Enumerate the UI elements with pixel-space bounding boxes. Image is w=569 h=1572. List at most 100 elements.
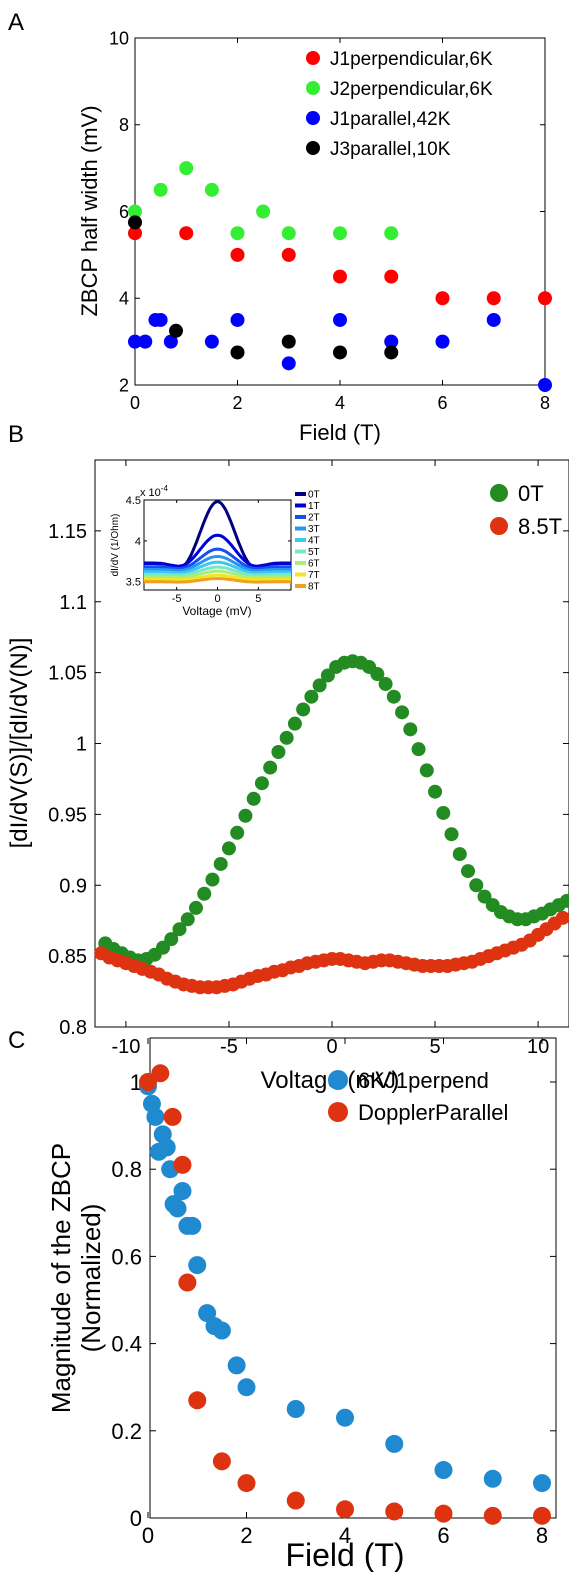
panel-b-point-0t	[420, 763, 434, 777]
panel-a-point-j3parallel-10k	[231, 345, 245, 359]
panel-a-point-j2perpendicular-6k	[333, 226, 347, 240]
panel-c-point-dopplerparallel	[287, 1492, 305, 1510]
panel-c-point-dopplerparallel	[484, 1507, 502, 1525]
panel-b-point-0t	[387, 690, 401, 704]
panel-b-point-0t	[255, 776, 269, 790]
panel-c-legend-label: 6KJ1perpend	[358, 1068, 489, 1093]
panel-c-point-6kj1perpend	[435, 1461, 453, 1479]
panel-c-series-6kj1perpend	[139, 1077, 551, 1492]
panel-b-point-0t	[436, 806, 450, 820]
panel-a-x-tick-label: 4	[335, 393, 345, 413]
panel-c-point-6kj1perpend	[183, 1217, 201, 1235]
panel-a-y-tick-label: 4	[119, 289, 129, 309]
panel-c-point-6kj1perpend	[484, 1470, 502, 1488]
panel-a-x-tick-label: 0	[130, 393, 140, 413]
panel-b-y-tick-label: 0.8	[59, 1017, 87, 1039]
panel-c-legend-label: DopplerParallel	[358, 1100, 508, 1125]
panel-b-y-tick-label: 0.85	[48, 946, 87, 968]
panel-a-y-tick-label: 2	[119, 375, 129, 395]
panel-a-point-j1parallel-42k	[538, 378, 552, 392]
panel-a-point-j1parallel-42k	[205, 335, 219, 349]
panel-c-y-axis-title-line2: (Normalized)	[76, 1204, 106, 1353]
panel-c-point-dopplerparallel	[213, 1452, 231, 1470]
inset-x-axis-title: Voltage (mV)	[182, 604, 251, 618]
panel-a-point-j1perpendicular-6k	[333, 270, 347, 284]
inset-y-tick-label: 4.5	[126, 495, 141, 507]
panel-b-y-tick-label: 0.9	[59, 875, 87, 897]
panel-c-point-6kj1perpend	[188, 1256, 206, 1274]
panel-a-point-j2perpendicular-6k	[205, 183, 219, 197]
panel-b-y-tick-label: 0.95	[48, 804, 87, 826]
inset-legend-label: 3T	[308, 524, 320, 535]
panel-b-point-0t	[238, 809, 252, 823]
panel-c-point-6kj1perpend	[228, 1356, 246, 1374]
panel-a-point-j1parallel-42k	[487, 313, 501, 327]
panel-b-point-0t	[403, 722, 417, 736]
panel-a-point-j1parallel-42k	[436, 335, 450, 349]
panel-a-legend-label: J1perpendicular,6K	[330, 49, 493, 70]
panel-a-legend-label: J1parallel,42K	[330, 109, 451, 130]
inset-legend-label: 0T	[308, 490, 320, 501]
panel-c-point-dopplerparallel	[435, 1505, 453, 1523]
panel-a-x-tick-label: 6	[437, 393, 447, 413]
inset-legend-label: 2T	[308, 513, 320, 524]
panel-a-x-tick-label: 2	[232, 393, 242, 413]
panel-b-point-0t	[412, 742, 426, 756]
panel-b-x-tick-label: 0	[326, 1036, 337, 1058]
panel-a-chart: 0 2 4 6 8246810 Field (T) ZBCP half width (m…	[77, 28, 552, 445]
panel-a-point-j3parallel-10k	[282, 335, 296, 349]
panel-c-y-tick-label: 0.4	[111, 1332, 142, 1357]
panel-a-point-j1perpendicular-6k	[487, 291, 501, 305]
panel-b-point-0t	[395, 705, 409, 719]
panel-c-point-6kj1perpend	[173, 1182, 191, 1200]
panel-c-point-dopplerparallel	[151, 1064, 169, 1082]
panel-b-point-0t	[445, 827, 459, 841]
inset-legend-label: 7T	[308, 570, 320, 581]
panel-c-chart: 0 2 4 6 800.20.40.60.81 Field (T) Magnitude …	[46, 1038, 556, 1572]
panel-a-point-j2perpendicular-6k	[282, 226, 296, 240]
panel-b-point-0t	[230, 826, 244, 840]
panel-a-point-j2perpendicular-6k	[179, 161, 193, 175]
panel-c-series-dopplerparallel	[139, 1064, 551, 1525]
panel-c-point-6kj1perpend	[213, 1322, 231, 1340]
panel-b-point-0t	[288, 717, 302, 731]
panel-c-point-dopplerparallel	[188, 1391, 206, 1409]
panel-a-series-j2perpendicular-6k	[128, 161, 398, 240]
panel-a-point-j3parallel-10k	[384, 345, 398, 359]
inset-y-tick-label: 3.5	[126, 577, 141, 589]
panel-b-x-tick-label: 10	[527, 1036, 549, 1058]
panel-c-point-dopplerparallel	[336, 1500, 354, 1518]
panel-b-point-0t	[280, 731, 294, 745]
panel-b-y-tick-label: 1	[76, 734, 87, 756]
panel-b-point-0t	[214, 857, 228, 871]
panel-label-a: A	[8, 9, 24, 36]
panel-c-point-6kj1perpend	[533, 1474, 551, 1492]
panel-a-legend-marker	[306, 111, 320, 125]
panel-a-y-axis-title: ZBCP half width (mV)	[77, 105, 102, 316]
panel-a-x-tick-label: 8	[540, 393, 550, 413]
panel-a-point-j1perpendicular-6k	[179, 226, 193, 240]
panel-a-point-j2perpendicular-6k	[384, 226, 398, 240]
panel-b-y-axis-title: [dI/dV(S)]/[dI/dV(N)]	[6, 638, 33, 849]
panel-a-y-tick-label: 8	[119, 115, 129, 135]
panel-c-x-tick-label: 0	[142, 1523, 154, 1548]
panel-b-point-0t	[453, 847, 467, 861]
panel-b-point-0t	[205, 873, 219, 887]
panel-b-x-tick-label: 5	[429, 1036, 440, 1058]
inset-legend-label: 5T	[308, 547, 320, 558]
panel-c-point-6kj1perpend	[287, 1400, 305, 1418]
panel-a-legend-label: J2perpendicular,6K	[330, 79, 493, 100]
panel-b-x-tick-label: -5	[220, 1036, 238, 1058]
panel-c-point-6kj1perpend	[336, 1409, 354, 1427]
panel-c-y-tick-label: 0.8	[111, 1157, 142, 1182]
panel-b-point-0t	[428, 785, 442, 799]
panel-c-point-6kj1perpend	[169, 1199, 187, 1217]
panel-c-y-tick-label: 0	[130, 1506, 142, 1531]
panel-a-point-j1parallel-42k	[231, 313, 245, 327]
panel-c-point-dopplerparallel	[385, 1502, 403, 1520]
inset-x-tick-label: -5	[172, 593, 182, 605]
panel-a-point-j1perpendicular-6k	[538, 291, 552, 305]
panel-a-point-j1perpendicular-6k	[282, 248, 296, 262]
panel-c-point-6kj1perpend	[158, 1138, 176, 1156]
